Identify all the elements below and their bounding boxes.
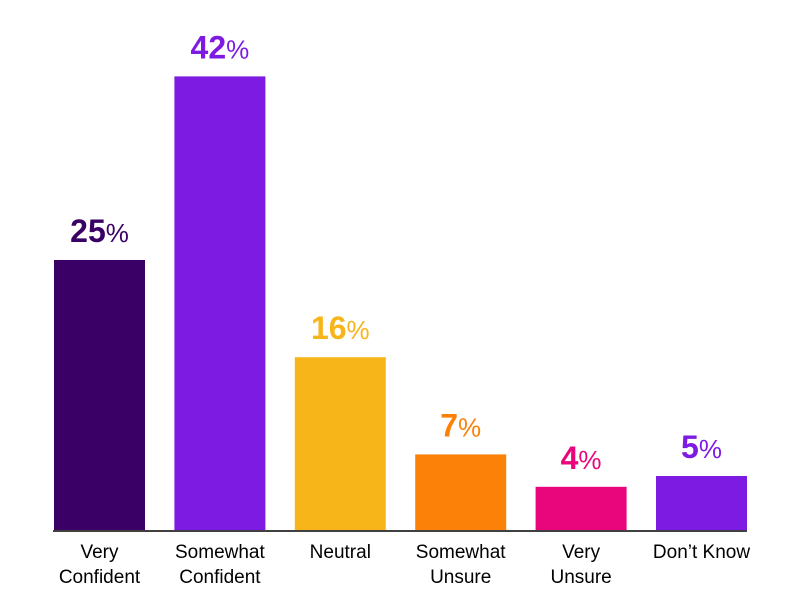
value-percent-sign: % <box>226 34 249 64</box>
value-number: 4 <box>561 440 579 476</box>
bar-0 <box>54 260 145 530</box>
value-percent-sign: % <box>578 445 601 475</box>
bars-group <box>54 76 747 531</box>
category-label-3: Somewhat Unsure <box>416 542 506 588</box>
category-label-line: Very <box>80 542 119 563</box>
bar-1 <box>174 76 266 531</box>
value-percent-sign: % <box>106 218 129 248</box>
bar-3 <box>415 454 507 530</box>
bar-2 <box>294 357 386 530</box>
value-number: 7 <box>440 407 458 443</box>
category-label-line: Confident <box>179 567 261 588</box>
value-number: 5 <box>681 429 699 465</box>
category-label-line: Neutral <box>310 542 371 563</box>
category-label-line: Unsure <box>430 567 491 588</box>
value-label-3: 7% <box>440 407 481 443</box>
bar-5 <box>656 476 747 530</box>
value-label-5: 5% <box>681 429 722 465</box>
category-label-line: Don’t Know <box>653 542 750 563</box>
category-labels-group: Very Confident Somewhat Confident Neutral Som… <box>59 542 751 588</box>
category-label-4: Very Unsure <box>550 542 611 588</box>
category-label-line: Confident <box>59 567 141 588</box>
value-label-1: 42% <box>191 29 250 65</box>
category-label-line: Unsure <box>550 567 611 588</box>
category-label-1: Somewhat Confident <box>175 542 265 588</box>
category-label-line: Somewhat <box>175 542 265 563</box>
value-label-0: 25% <box>70 213 129 249</box>
value-number: 42 <box>191 29 227 65</box>
value-labels-group: 25%42%16%7%4% 5% <box>70 29 722 475</box>
category-label-0: Very Confident <box>59 542 141 588</box>
value-number: 25 <box>70 213 106 249</box>
value-label-2: 16% <box>311 310 370 346</box>
category-label-2: Neutral <box>310 542 371 563</box>
value-percent-sign: % <box>458 412 481 442</box>
category-label-5: Don’t Know <box>653 542 750 563</box>
value-label-4: 4% <box>561 440 602 476</box>
bar-4 <box>535 486 627 530</box>
value-number: 16 <box>311 310 347 346</box>
category-label-line: Somewhat <box>416 542 506 563</box>
value-percent-sign: % <box>347 315 370 345</box>
category-label-line: Very <box>562 542 601 563</box>
value-percent-sign: % <box>699 434 722 464</box>
